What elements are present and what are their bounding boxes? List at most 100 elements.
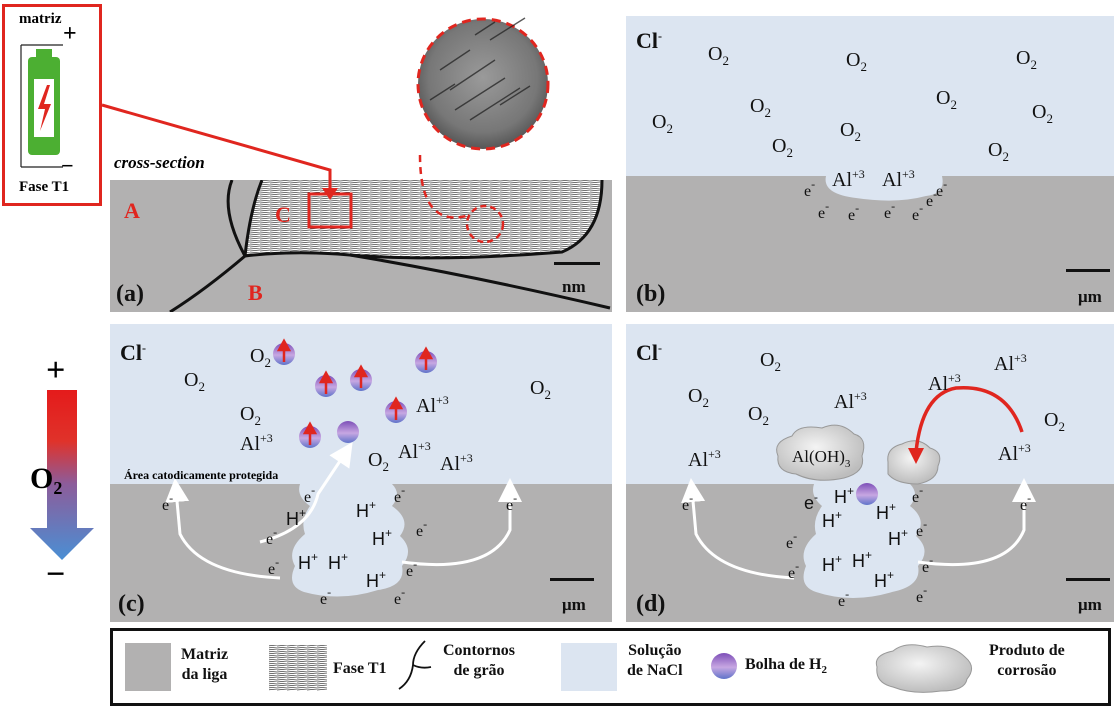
panel-c-cl: Cl-: [120, 340, 146, 365]
electron: e-: [912, 483, 924, 506]
electron: e-: [162, 491, 174, 514]
electron: e-: [912, 201, 924, 224]
h-plus-ion: H+: [822, 552, 843, 575]
h-plus-ion: H+: [328, 550, 349, 573]
electron: e-: [682, 491, 694, 514]
h-plus-ion: H+: [356, 498, 377, 521]
h-plus-ion: H+: [822, 508, 843, 531]
o2-molecule: O2: [1044, 409, 1065, 434]
o2-molecule: O2: [936, 87, 957, 112]
o2-molecule: O2: [772, 135, 793, 160]
electron: e-: [818, 199, 830, 222]
panel-a-scalebar: [554, 262, 600, 265]
region-a-label: A: [124, 198, 140, 223]
battery-phase-label: Fase T1: [19, 179, 70, 195]
h2-bubbles: [273, 343, 437, 448]
legend-phase-swatch: [269, 645, 327, 691]
battery-plus: +: [63, 21, 77, 47]
o2-molecule: O2: [250, 345, 271, 370]
electron: e-: [848, 201, 860, 224]
legend-bubble-swatch: [711, 653, 737, 679]
panel-d-cl: Cl-: [636, 340, 662, 365]
electron: e-: [416, 517, 428, 540]
h-plus-ion: H+: [888, 526, 909, 549]
h-plus-ion: H+: [366, 568, 387, 591]
electron: e-: [268, 555, 280, 578]
h-plus-ion: H+: [852, 548, 873, 571]
o2-molecule: O2: [1032, 101, 1053, 126]
panel-a-label: (a): [116, 281, 144, 307]
protected-area-label: Área catodicamente protegida: [124, 468, 279, 482]
al-ion: Al+3: [882, 167, 915, 191]
electron: e-: [804, 177, 816, 200]
o2-molecule: O2: [368, 449, 389, 474]
o2-molecule: O2: [708, 43, 729, 68]
al-ion: Al+3: [994, 351, 1027, 375]
panel-c-scalebar: [550, 578, 594, 581]
panel-c: Cl- O2 O2 O2 O2 O2 Al+3 Al+3 Al+3 Al+3 Á…: [110, 324, 612, 622]
legend-solution-label: Solução de NaCl: [627, 642, 683, 679]
legend-matrix-label: Matriz da liga: [181, 646, 229, 683]
panel-b-unit: μm: [1078, 287, 1102, 306]
battery-minus: −: [61, 153, 74, 178]
h-plus-ion: H+: [874, 568, 895, 591]
panel-d-pit: [681, 385, 1036, 598]
o2-molecule: O2: [988, 139, 1009, 164]
panel-d-label: (d): [636, 591, 666, 617]
al-ion: Al+3: [240, 431, 273, 455]
electron: e-: [936, 177, 948, 200]
panel-a-structure: [169, 180, 611, 312]
h-plus-ion: e-: [804, 490, 819, 513]
al-ion: Al+3: [398, 439, 431, 463]
panel-b-solution: [626, 16, 1114, 176]
electron: e-: [786, 529, 798, 552]
o2-gradient-minus: −: [46, 556, 66, 593]
o2-molecule: O2: [240, 403, 261, 428]
electron: e-: [926, 187, 938, 210]
legend-product-swatch: [875, 644, 972, 693]
electron: e-: [304, 483, 316, 506]
electron: e-: [320, 585, 332, 608]
electron: e-: [884, 199, 896, 222]
electron: e-: [838, 587, 850, 610]
panel-a: A B C (a) nm: [110, 180, 612, 312]
region-c-label: C: [275, 202, 291, 227]
al-ion: Al+3: [440, 451, 473, 475]
o2-molecule: O2: [760, 349, 781, 374]
micrograph-precipitates: [429, 17, 531, 121]
panel-b-scalebar: [1066, 269, 1110, 272]
legend-matrix-swatch: [125, 643, 171, 691]
legend-solution-swatch: [561, 643, 617, 691]
battery-matrix-label: matriz: [19, 11, 62, 27]
o2-molecule: O2: [530, 377, 551, 402]
panel-b: Cl- O2 O2 O2 O2 O2 O2 O2 O2 O2 O2 Al+3 A…: [626, 16, 1114, 312]
region-b-label: B: [248, 280, 263, 305]
o2-molecule: O2: [840, 119, 861, 144]
electron: e-: [1020, 491, 1032, 514]
panel-d-unit: μm: [1078, 595, 1102, 614]
o2-gradient-label: O2: [30, 462, 63, 498]
legend-product-label: Produto de corrosão: [989, 642, 1065, 679]
legend-phase-label: Fase T1: [333, 660, 387, 677]
o2-molecule: O2: [1016, 47, 1037, 72]
legend: Matriz da liga Fase T1 Contornos de grão…: [110, 628, 1111, 706]
panel-b-cl: Cl-: [636, 28, 662, 53]
battery-inset: matriz + − Fase T1: [2, 4, 102, 206]
panel-d-solution: [626, 324, 1114, 484]
electron: e-: [788, 559, 800, 582]
o2-molecule: O2: [846, 49, 867, 74]
electron: e-: [506, 491, 518, 514]
o2-molecule: O2: [750, 95, 771, 120]
al-ion: Al+3: [688, 447, 721, 471]
h2-rise-arrows: [276, 338, 434, 445]
h-plus-ion: H+: [876, 500, 897, 523]
electron: e-: [406, 557, 418, 580]
panel-b-pit: [825, 164, 943, 201]
electron: e-: [394, 585, 406, 608]
legend-grain-swatch: [398, 640, 432, 690]
h-plus-ion: H+: [372, 526, 393, 549]
panel-c-solution: [110, 324, 612, 484]
panel-a-unit: nm: [562, 277, 586, 296]
aloh3-label: Al(OH)3: [792, 447, 851, 470]
panel-c-pit: [165, 338, 522, 597]
